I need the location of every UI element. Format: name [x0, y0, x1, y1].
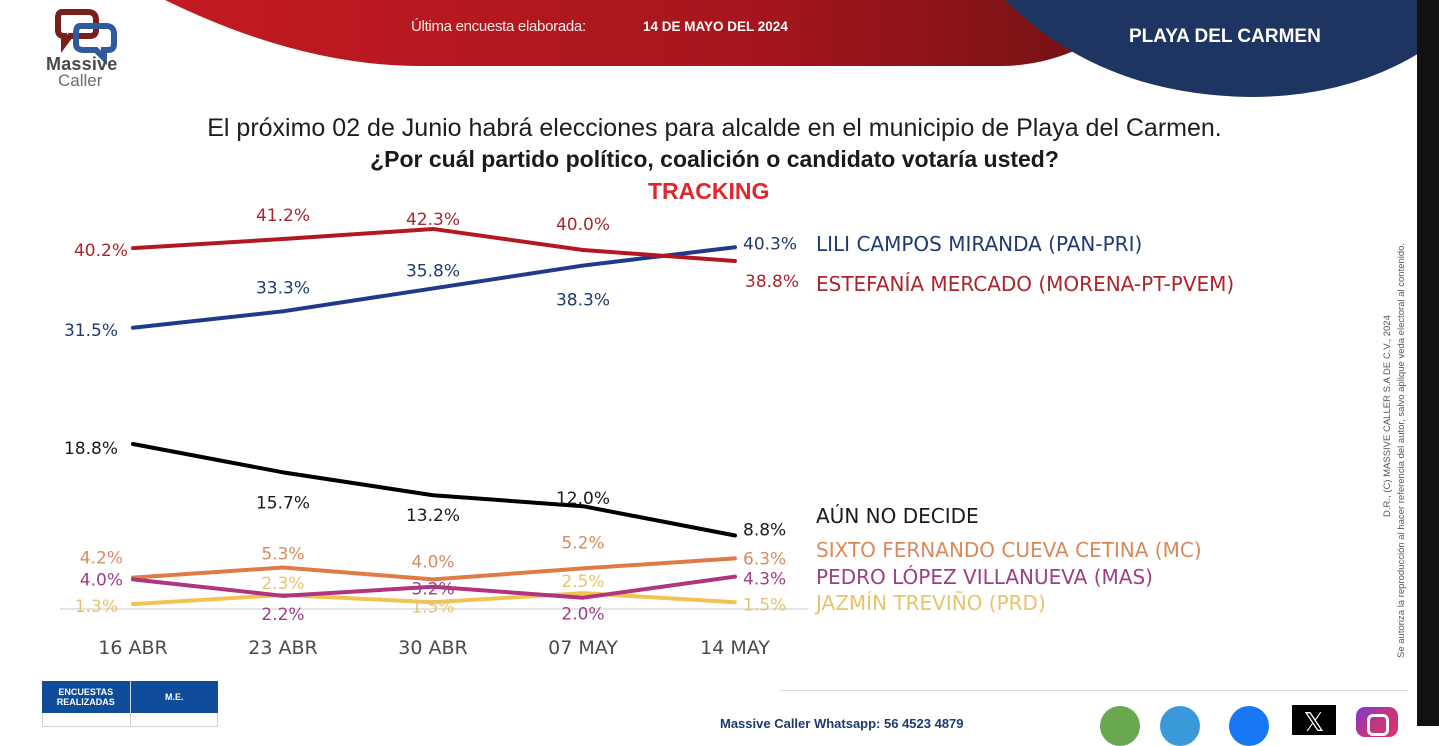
legend-entry: ESTEFANÍA MERCADO (MORENA-PT-PVEM) — [816, 272, 1234, 296]
series-line-2 — [131, 441, 737, 538]
x-tick-label: 07 MAY — [548, 637, 618, 659]
header-red-band — [165, 0, 1150, 66]
tracking-line-chart: 31.5% 33.3% 35.8% 38.3% 40.3% LILI CAMPOS MIR… — [60, 206, 1234, 659]
x-tick-label: 30 ABR — [398, 637, 467, 659]
header-background — [165, 0, 1439, 97]
brand-name-line2: Caller — [58, 71, 103, 90]
data-label: 4.0% — [411, 552, 454, 572]
city-name: PLAYA DEL CARMEN — [1129, 26, 1321, 47]
reproduction-notice: Se autoriza la reproducción al hacer ref… — [1396, 242, 1407, 658]
whatsapp-icon[interactable] — [1100, 706, 1140, 746]
data-label: 1.5% — [411, 597, 454, 617]
data-label: 4.3% — [743, 570, 786, 590]
table-cell — [43, 713, 131, 727]
series-line-1 — [131, 226, 737, 263]
data-label: 3.2% — [411, 580, 454, 600]
data-label: 5.2% — [561, 533, 604, 553]
screen-edge — [1417, 0, 1439, 726]
data-label: 6.3% — [743, 549, 786, 569]
data-label: 15.7% — [256, 493, 310, 513]
data-label: 18.8% — [64, 439, 118, 459]
data-label: 38.3% — [556, 291, 610, 311]
footer-divider — [780, 690, 1408, 691]
data-label: 1.5% — [743, 595, 786, 615]
legend-entry: PEDRO LÓPEZ VILLANUEVA (MAS) — [816, 565, 1153, 589]
table-cell — [131, 713, 218, 727]
massive-caller-logo-icon — [55, 9, 117, 66]
survey-date-value: 14 DE MAYO DEL 2024 — [643, 19, 788, 34]
instagram-icon[interactable] — [1356, 707, 1398, 737]
telegram-icon[interactable] — [1160, 706, 1200, 746]
data-label: 33.3% — [256, 278, 310, 298]
x-tick-label: 23 ABR — [248, 637, 317, 659]
chart-title: TRACKING — [648, 178, 770, 204]
data-label: 31.5% — [64, 321, 118, 341]
data-label: 40.3% — [743, 234, 797, 254]
data-label: 2.0% — [561, 605, 604, 625]
data-label: 12.0% — [556, 489, 610, 509]
data-label: 5.3% — [261, 545, 304, 565]
data-label: 2.2% — [261, 605, 304, 625]
chart-intro-text: El próximo 02 de Junio habrá elecciones … — [207, 114, 1222, 142]
data-label: 13.2% — [406, 506, 460, 526]
x-tick-label: 16 ABR — [98, 637, 167, 659]
x-tick-label: 14 MAY — [700, 637, 770, 659]
legend-entry: SIXTO FERNANDO CUEVA CETINA (MC) — [816, 538, 1202, 562]
series-line-3 — [131, 556, 737, 582]
chart-question: ¿Por cuál partido político, coalición o … — [0, 146, 1439, 173]
chart-intro: El próximo 02 de Junio habrá elecciones … — [0, 114, 1439, 143]
legend-entry: JAZMÍN TREVIÑO (PRD) — [814, 591, 1046, 615]
series-line-5 — [131, 591, 737, 607]
table-header-margin-error: M.E. — [164, 692, 184, 702]
chart-question-text: ¿Por cuál partido político, coalición o … — [370, 146, 1059, 172]
data-label: 2.5% — [561, 572, 604, 592]
series-line-0 — [131, 245, 737, 330]
data-label: 42.3% — [406, 210, 460, 230]
copyright-notice: D.R., (C) MASSIVE CALLER S.A DE C.V., 20… — [1382, 315, 1393, 517]
legend-entry: LILI CAMPOS MIRANDA (PAN-PRI) — [816, 232, 1142, 256]
data-label: 4.2% — [80, 549, 123, 569]
data-label: 40.2% — [74, 241, 128, 261]
data-label: 40.0% — [556, 215, 610, 235]
legend-entry: AÚN NO DECIDE — [816, 504, 979, 528]
data-label: 1.3% — [75, 597, 118, 617]
survey-table-row — [42, 713, 218, 727]
brand-name-line1: Massive — [46, 54, 118, 74]
footer-contact: Massive Caller Whatsapp: 56 4523 4879 — [720, 716, 964, 731]
data-label: 8.8% — [743, 520, 786, 540]
data-label: 35.8% — [406, 261, 460, 281]
data-label: 4.0% — [80, 570, 123, 590]
series-line-4 — [131, 574, 737, 600]
facebook-icon[interactable] — [1229, 706, 1269, 746]
table-header-surveys: ENCUESTAS REALIZADAS — [42, 681, 131, 713]
x-icon[interactable]: 𝕏 — [1292, 705, 1336, 737]
survey-table-header: ENCUESTAS REALIZADAS M.E. — [42, 681, 218, 713]
survey-date-label: Última encuesta elaborada: — [411, 18, 586, 35]
data-label: 2.3% — [261, 574, 304, 594]
data-label: 38.8% — [745, 272, 799, 292]
data-label: 41.2% — [256, 206, 310, 226]
header-navy-band — [1005, 0, 1439, 97]
